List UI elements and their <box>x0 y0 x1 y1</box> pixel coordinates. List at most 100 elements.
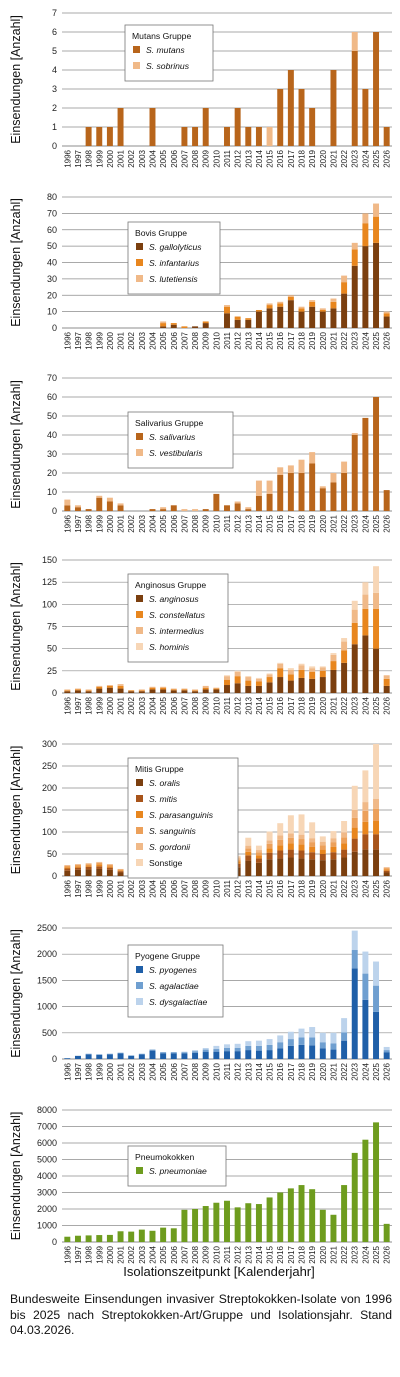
bar-segment <box>277 1192 284 1242</box>
bar-segment <box>213 689 220 693</box>
legend-item: S. pneumoniae <box>149 1166 207 1176</box>
bar-segment <box>138 1229 145 1242</box>
bar-segment <box>277 839 284 846</box>
x-tick-label: 2005 <box>159 331 168 349</box>
x-tick-label: 2010 <box>212 1245 221 1263</box>
x-tick-label: 2022 <box>340 149 349 167</box>
legend-item: S. infantarius <box>149 258 200 268</box>
bar-segment <box>74 505 81 508</box>
bar-segment <box>362 635 369 693</box>
x-tick-label: 2023 <box>351 331 360 349</box>
bar-segment <box>351 51 358 146</box>
x-tick-label: 2008 <box>191 331 200 349</box>
x-tick-label: 2008 <box>191 1062 200 1080</box>
bar-segment <box>138 1054 145 1059</box>
bar-segment <box>309 666 316 669</box>
bar-segment <box>255 1040 262 1046</box>
bar-segment <box>64 691 71 693</box>
bar-segment <box>298 858 305 876</box>
legend-item: S. anginosus <box>149 594 199 604</box>
bar-segment <box>213 688 220 690</box>
y-tick-label: 500 <box>42 1028 57 1038</box>
y-axis-label: Einsendungen [Anzahl] <box>9 15 23 144</box>
bar-segment <box>298 663 305 666</box>
bar-segment <box>373 397 380 511</box>
legend-item: S. gallolyticus <box>149 242 202 252</box>
bar-segment <box>224 505 230 511</box>
bar-segment <box>298 89 305 146</box>
legend-swatch <box>136 275 143 282</box>
x-tick-label: 2007 <box>180 696 189 714</box>
x-tick-label: 2024 <box>361 331 370 349</box>
bar-segment <box>213 1045 220 1050</box>
bar-segment <box>234 683 241 693</box>
bar-segment <box>362 999 369 1059</box>
bar-segment <box>373 849 380 876</box>
bar-segment <box>255 685 262 693</box>
bar-segment <box>341 1185 348 1242</box>
bar-segment <box>255 480 262 496</box>
x-tick-label: 2006 <box>170 879 179 897</box>
bar-segment <box>319 667 326 671</box>
bar-segment <box>255 495 262 511</box>
y-tick-label: 5000 <box>37 1155 57 1165</box>
x-tick-label: 1999 <box>95 1245 104 1263</box>
bar-segment <box>383 675 390 679</box>
bar-segment <box>96 1054 103 1055</box>
bar-segment <box>96 495 103 498</box>
bar-segment <box>74 867 81 870</box>
legend-swatch <box>136 827 143 834</box>
bar-segment <box>85 1235 92 1242</box>
x-tick-label: 2018 <box>298 149 307 167</box>
y-tick-label: 0 <box>52 688 57 698</box>
x-tick-label: 2009 <box>202 514 211 532</box>
bar-segment <box>245 1045 252 1051</box>
y-tick-label: 3 <box>52 84 57 94</box>
bar-segment <box>309 452 316 464</box>
bar-segment <box>341 857 348 876</box>
x-tick-label: 2000 <box>106 149 115 167</box>
bar-segment <box>106 685 113 686</box>
x-tick-label: 2019 <box>308 331 317 349</box>
bar-segment <box>74 1055 81 1059</box>
bar-segment <box>298 665 305 670</box>
legend-swatch <box>136 998 143 1005</box>
bar-segment <box>117 688 124 693</box>
y-tick-label: 60 <box>47 392 57 402</box>
bar-segment <box>202 1206 209 1242</box>
x-tick-label: 2022 <box>340 696 349 714</box>
bar-segment <box>373 592 380 609</box>
y-tick-label: 4 <box>52 65 57 75</box>
x-tick-label: 2001 <box>117 149 126 167</box>
x-tick-label: 1996 <box>63 331 72 349</box>
x-tick-label: 2008 <box>191 149 200 167</box>
bar-segment <box>266 127 273 146</box>
y-tick-label: 100 <box>42 827 57 837</box>
bar-segment <box>362 417 369 511</box>
bar-segment <box>85 864 92 866</box>
y-axis-label: Einsendungen [Anzahl] <box>9 929 23 1058</box>
y-tick-label: 1 <box>52 122 57 132</box>
bar-segment <box>181 690 188 693</box>
bar-segment <box>234 108 241 146</box>
legend-swatch <box>136 795 143 802</box>
bar-segment <box>309 1027 316 1038</box>
bar-segment <box>319 309 326 312</box>
bar-segment <box>277 301 284 304</box>
legend-swatch <box>133 62 140 69</box>
bar-segment <box>319 1209 326 1242</box>
y-tick-label: 6 <box>52 27 57 37</box>
legend-box <box>127 411 234 469</box>
x-tick-label: 1999 <box>95 879 104 897</box>
legend-item: S. gordonii <box>149 842 191 852</box>
legend-item: S. pyogenes <box>149 965 197 975</box>
bar-segment <box>245 319 252 328</box>
y-tick-label: 50 <box>47 644 57 654</box>
bar-segment <box>202 509 209 511</box>
bar-segment <box>255 678 262 682</box>
bar-segment <box>255 677 262 679</box>
bar-segment <box>64 865 71 866</box>
x-tick-label: 2025 <box>372 879 381 897</box>
bar-segment <box>74 507 81 511</box>
